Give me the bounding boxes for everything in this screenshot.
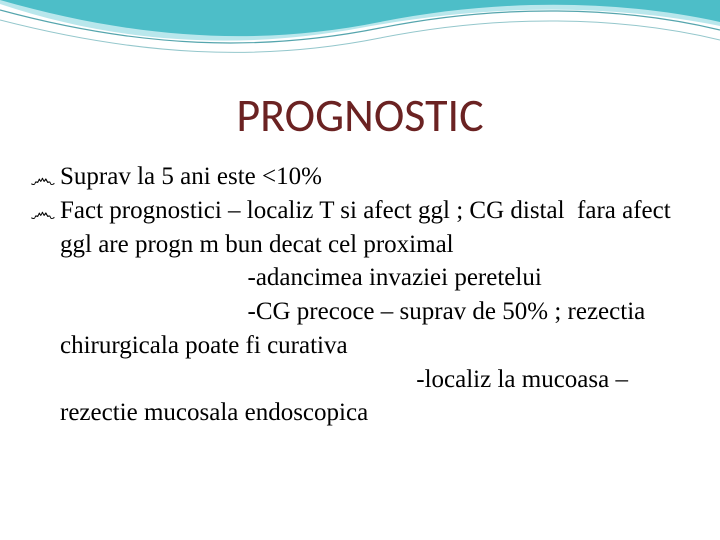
slide-title: PROGNOSTIC [0, 88, 720, 144]
bullet-item: ෴Fact prognostici – localiz T si afect g… [30, 194, 680, 430]
bullet-icon: ෴ [30, 194, 56, 230]
slide-body: ෴Suprav la 5 ani este <10%෴Fact prognost… [30, 160, 680, 430]
bullet-text: Fact prognostici – localiz T si afect gg… [60, 197, 677, 427]
bullet-icon: ෴ [30, 160, 56, 196]
bullet-item: ෴Suprav la 5 ani este <10% [30, 160, 680, 194]
decorative-wave [0, 0, 720, 90]
bullet-text: Suprav la 5 ani este <10% [60, 163, 322, 190]
